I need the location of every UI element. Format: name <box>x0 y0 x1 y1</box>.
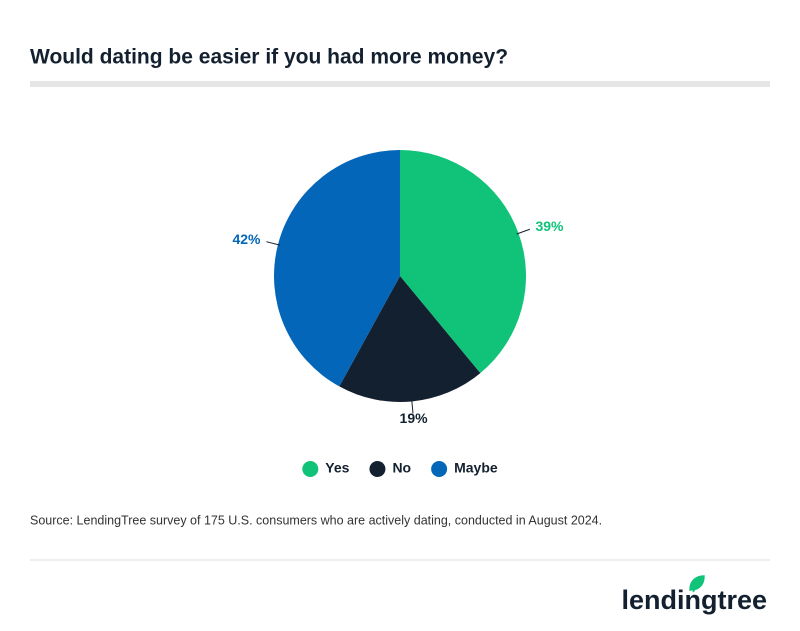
pie-slice <box>339 276 481 402</box>
title-rule <box>30 81 770 87</box>
leader-line <box>266 241 281 246</box>
brand-name: lendingtree <box>621 585 767 615</box>
legend-label: Maybe <box>454 460 498 476</box>
data-label: 42% <box>232 231 261 247</box>
chart-title: Would dating be easier if you had more m… <box>30 46 508 69</box>
leader-line <box>516 228 531 235</box>
legend-swatch <box>369 461 386 477</box>
legend-label: Yes <box>325 460 349 476</box>
brand-logo: lendingtree <box>621 575 767 615</box>
pie-slice <box>274 150 400 387</box>
data-label: 39% <box>535 218 564 234</box>
legend-swatch <box>302 461 319 477</box>
source-note: Source: LendingTree survey of 175 U.S. c… <box>30 513 602 527</box>
data-label: 19% <box>400 410 429 426</box>
legend-label: No <box>392 460 411 476</box>
leader-line <box>411 399 414 414</box>
legend-swatch <box>431 461 448 477</box>
brand-leaf <box>689 575 705 593</box>
pie-slice <box>400 150 527 374</box>
